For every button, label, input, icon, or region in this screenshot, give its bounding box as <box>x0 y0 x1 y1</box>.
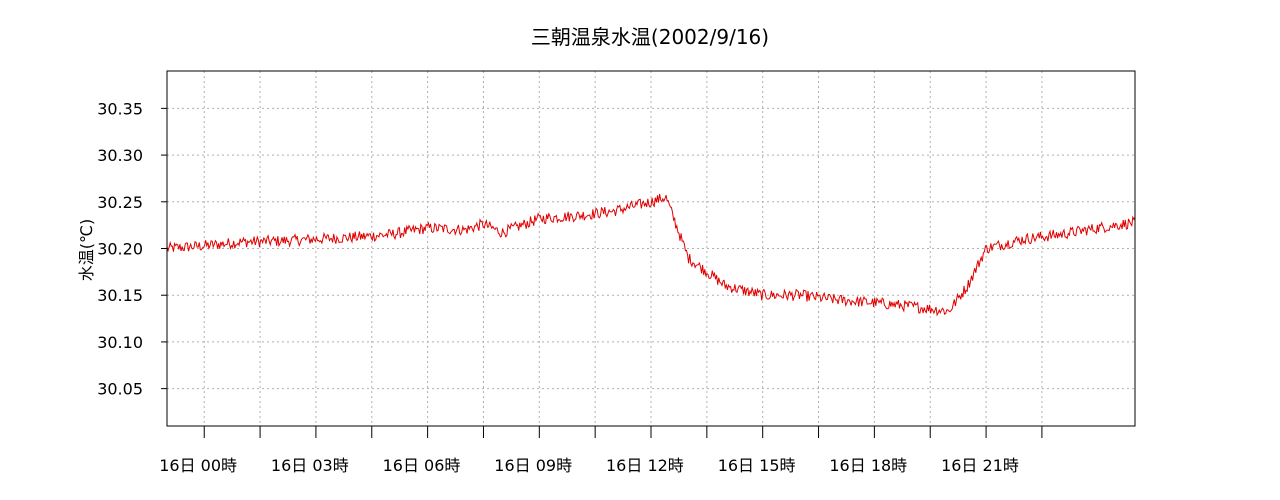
chart-title: 三朝温泉水温(2002/9/16) <box>531 25 769 49</box>
x-tick-label: 16日 06時 <box>383 456 461 475</box>
x-tick-label: 16日 03時 <box>271 456 349 475</box>
x-tick-label: 16日 09時 <box>494 456 572 475</box>
x-tick-label: 16日 18時 <box>829 456 907 475</box>
x-tick-label: 16日 21時 <box>941 456 1019 475</box>
y-tick-label: 30.15 <box>97 286 143 305</box>
x-tick-label: 16日 15時 <box>718 456 796 475</box>
x-axis-ticks: 16日 00時 16日 03時 16日 06時 16日 09時 16日 12時 16日 1… <box>159 426 1043 475</box>
y-tick-label: 30.05 <box>97 380 143 399</box>
y-axis-ticks: 30.05 30.10 30.15 30.20 30.25 30.30 30.35 <box>97 99 167 399</box>
y-tick-label: 30.35 <box>97 99 143 118</box>
x-tick-label: 16日 00時 <box>159 456 237 475</box>
y-axis-label: 水温(℃) <box>77 219 96 281</box>
y-tick-label: 30.10 <box>97 333 143 352</box>
x-tick-label: 16日 12時 <box>606 456 684 475</box>
y-tick-label: 30.25 <box>97 193 143 212</box>
y-tick-label: 30.20 <box>97 240 143 259</box>
plot-frame <box>166 70 1136 427</box>
series-line <box>166 193 1136 317</box>
grid-lines <box>167 71 1135 426</box>
y-tick-label: 30.30 <box>97 146 143 165</box>
series-lines <box>166 193 1136 317</box>
